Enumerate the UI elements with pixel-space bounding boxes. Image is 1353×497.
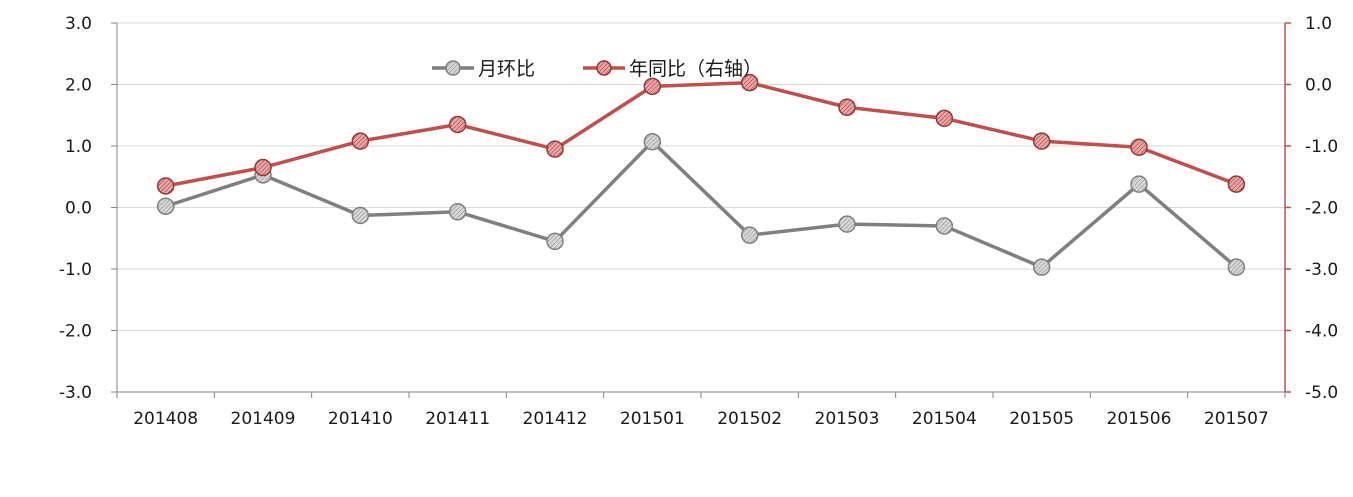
legend-label: 年同比（右轴） <box>629 58 762 80</box>
x-tick-label: 201501 <box>620 409 685 429</box>
y-left-tick-label: -1.0 <box>59 260 92 280</box>
x-tick-label: 201506 <box>1107 409 1172 429</box>
x-tick-label: 201411 <box>425 409 490 429</box>
series-layer <box>156 73 1246 276</box>
y-right-tick-label: -1.0 <box>1305 137 1338 157</box>
series-point-1 <box>1032 132 1051 150</box>
y-left-tick-label: -2.0 <box>59 322 92 342</box>
series-point-1 <box>838 98 856 117</box>
series-point-1 <box>546 140 564 158</box>
series-point-0 <box>351 206 370 225</box>
series-point-1 <box>1130 138 1148 156</box>
series-point-0 <box>1130 175 1148 193</box>
series-point-0 <box>156 197 175 216</box>
series-point-1 <box>448 115 467 134</box>
series-point-1 <box>1227 175 1246 193</box>
series-point-0 <box>1032 258 1051 276</box>
y-right-tick-label: 0.0 <box>1305 76 1332 96</box>
series-point-0 <box>935 217 954 235</box>
series-line-0 <box>165 139 1238 269</box>
y-left-tick-label: 0.0 <box>65 199 92 219</box>
x-tick-label: 201507 <box>1204 409 1269 429</box>
x-tick-label: 201412 <box>523 409 588 429</box>
chart-legend: 月环比 年同比（右轴） <box>432 58 762 80</box>
x-tick-label: 201410 <box>328 409 393 429</box>
x-tick-label: 201408 <box>133 409 198 429</box>
x-tick-label: 201409 <box>231 409 296 429</box>
legend-label: 月环比 <box>478 58 535 80</box>
x-tick-label: 201502 <box>717 409 782 429</box>
series-point-1 <box>351 132 370 150</box>
y-right-tick-label: -5.0 <box>1305 383 1338 403</box>
series-point-0 <box>838 215 856 233</box>
y-right-tick-label: -4.0 <box>1305 322 1338 342</box>
y-left-tick-label: -3.0 <box>59 383 92 403</box>
series-point-1 <box>935 109 954 128</box>
series-point-1 <box>254 158 272 177</box>
y-right-tick-label: -3.0 <box>1305 260 1338 280</box>
series-point-1 <box>643 77 662 96</box>
legend-swatch-marker <box>445 60 461 76</box>
series-line-1 <box>165 80 1237 188</box>
series-point-0 <box>448 203 467 221</box>
y-left-tick-label: 2.0 <box>65 76 92 96</box>
x-tick-label: 201505 <box>1009 409 1074 429</box>
x-tick-label: 201503 <box>815 409 880 429</box>
series-point-1 <box>156 177 175 195</box>
series-point-0 <box>740 226 759 244</box>
series-point-0 <box>1227 258 1246 276</box>
y-right-tick-label: 1.0 <box>1305 14 1332 34</box>
series-point-1 <box>740 73 759 92</box>
legend-swatch-marker <box>596 60 612 76</box>
y-left-tick-label: 1.0 <box>65 137 92 157</box>
series-point-0 <box>643 132 662 151</box>
y-right-tick-label: -2.0 <box>1305 199 1338 219</box>
axis-layer: 3.0 2.0 1.0 0.0 -1.0 -2.0 -3.0 1.0 0.0 -1.0 -2.0 -3… <box>59 14 1338 429</box>
y-left-tick-label: 3.0 <box>65 14 92 34</box>
series-point-0 <box>546 232 564 251</box>
x-tick-label: 201504 <box>912 409 977 429</box>
